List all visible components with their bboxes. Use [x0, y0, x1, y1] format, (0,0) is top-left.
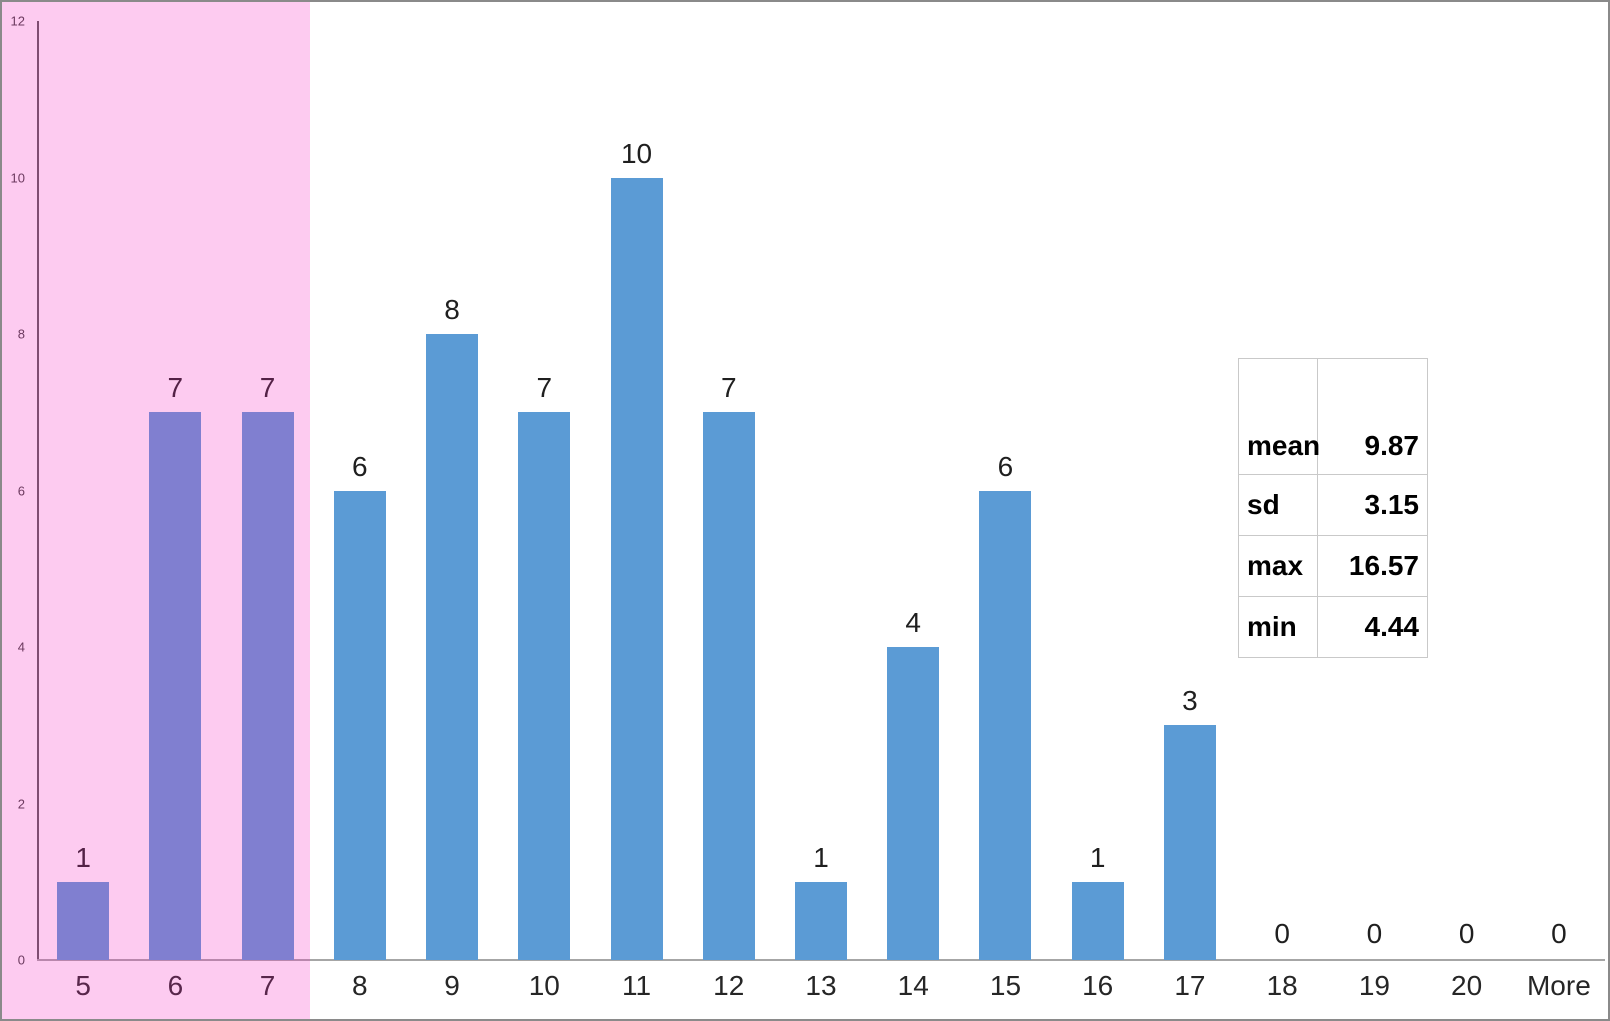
- bar-group: 8: [406, 21, 498, 960]
- stats-row-max: max 16.57: [1239, 535, 1427, 596]
- x-axis-label-18: 18: [1266, 970, 1298, 1001]
- bar-9[interactable]: [426, 334, 479, 960]
- bar-value-label: 1: [813, 841, 829, 873]
- bar-value-label: 7: [259, 372, 276, 404]
- y-tick-label: 12: [10, 13, 25, 29]
- x-axis-label-13: 13: [805, 970, 837, 1001]
- bar-group: 6: [314, 21, 406, 960]
- bar-value-label: 6: [352, 450, 368, 482]
- bar-group: 3: [1144, 21, 1236, 960]
- stats-row-min: min 4.44: [1239, 596, 1427, 657]
- stats-table: mean 9.87 sd 3.15 max 16.57 min 4.44: [1238, 358, 1428, 658]
- x-axis-label-11: 11: [621, 970, 652, 1001]
- bar-group: 7: [683, 21, 775, 960]
- bar-5[interactable]: [57, 881, 110, 960]
- x-axis-label-5: 5: [75, 970, 91, 1001]
- stats-row-sd: sd 3.15: [1239, 474, 1427, 535]
- stats-value-cell[interactable]: 3.15: [1364, 489, 1420, 520]
- bar-8[interactable]: [333, 490, 386, 960]
- bar-value-label: 7: [536, 372, 553, 404]
- stats-value-cell[interactable]: 4.44: [1364, 611, 1420, 642]
- bar-group: 0: [1513, 21, 1605, 960]
- y-tick-label: 2: [17, 796, 25, 811]
- bar-group: 4: [867, 21, 959, 960]
- bar-value-label: 7: [167, 372, 184, 404]
- x-axis-label-10: 10: [528, 970, 560, 1001]
- stats-value-cell[interactable]: 9.87: [1364, 430, 1420, 461]
- x-axis-label-7: 7: [259, 970, 276, 1001]
- bar-17[interactable]: [1163, 725, 1216, 960]
- bar-group: 1: [37, 21, 129, 960]
- bar-value-label: 0: [1551, 918, 1567, 949]
- bar-group: 1: [1052, 21, 1144, 960]
- bar-group: 0: [1236, 21, 1328, 960]
- bar-value-label: 1: [1089, 841, 1106, 873]
- x-axis-line: [37, 959, 1605, 961]
- stats-label-cell[interactable]: mean: [1239, 359, 1320, 474]
- x-axis-label-9: 9: [444, 970, 460, 1001]
- bar-value-label: 6: [997, 450, 1014, 482]
- x-axis-label-20: 20: [1451, 970, 1483, 1001]
- bar-7[interactable]: [241, 412, 294, 960]
- y-tick-label: 10: [10, 170, 25, 185]
- bar-value-label: 3: [1182, 685, 1198, 717]
- bar-value-label: 0: [1274, 918, 1290, 949]
- y-tick-label: 8: [17, 326, 25, 342]
- y-tick-label: 6: [17, 483, 25, 498]
- bar-group: 0: [1328, 21, 1420, 960]
- bar-13[interactable]: [794, 881, 847, 960]
- stats-value-cell[interactable]: 16.57: [1348, 550, 1419, 581]
- x-axis-label-6: 6: [167, 970, 184, 1001]
- x-axis-label-17: 17: [1174, 970, 1206, 1001]
- bar-group: 7: [498, 21, 590, 960]
- x-axis-label-19: 19: [1358, 970, 1390, 1001]
- bar-14[interactable]: [887, 647, 940, 960]
- bar-value-label: 1: [75, 841, 91, 873]
- bar-15[interactable]: [979, 490, 1032, 960]
- bar-16[interactable]: [1071, 881, 1124, 960]
- y-tick-label: 0: [17, 952, 25, 968]
- stats-row-mean: mean 9.87: [1239, 359, 1427, 474]
- stats-label-cell[interactable]: sd: [1239, 475, 1318, 535]
- bar-group: 10: [590, 21, 682, 960]
- x-axis-label-8: 8: [352, 970, 368, 1001]
- y-axis-line: [37, 21, 39, 960]
- bar-value-label: 7: [720, 372, 737, 404]
- bar-value-label: 10: [620, 137, 653, 169]
- bar-6[interactable]: [149, 412, 202, 960]
- bar-12[interactable]: [702, 412, 755, 960]
- y-axis: 0 2 4 6 8 10 12: [2, 2, 29, 1019]
- x-axis-label-15: 15: [989, 970, 1022, 1001]
- stats-label-cell[interactable]: max: [1239, 536, 1318, 596]
- x-axis-label-16: 16: [1082, 970, 1114, 1001]
- x-axis-labels: 5 6 7 8 9 10 11 12 13 14 15 16 17 18 19 20 More: [37, 961, 1605, 1013]
- plot-area: 1 7 7 6 8 7 10 7 1 4 6 1 3 0 0 0 0: [37, 21, 1605, 960]
- bar-group: 1: [775, 21, 867, 960]
- y-tick-label: 4: [17, 639, 25, 655]
- bar-group: 0: [1421, 21, 1513, 960]
- bar-group: 7: [129, 21, 221, 960]
- x-axis-label-More: More: [1526, 970, 1591, 1001]
- x-axis-label-14: 14: [897, 970, 929, 1001]
- stats-label-cell[interactable]: min: [1239, 597, 1318, 657]
- bar-group: 6: [959, 21, 1051, 960]
- bar-group: 7: [221, 21, 313, 960]
- bar-11[interactable]: [610, 177, 663, 960]
- bar-10[interactable]: [518, 412, 571, 960]
- bar-value-label: 4: [905, 607, 922, 638]
- bar-value-label: 0: [1366, 918, 1383, 949]
- x-axis-label-12: 12: [713, 970, 745, 1001]
- bar-value-label: 0: [1458, 918, 1475, 949]
- bar-value-label: 8: [444, 294, 460, 325]
